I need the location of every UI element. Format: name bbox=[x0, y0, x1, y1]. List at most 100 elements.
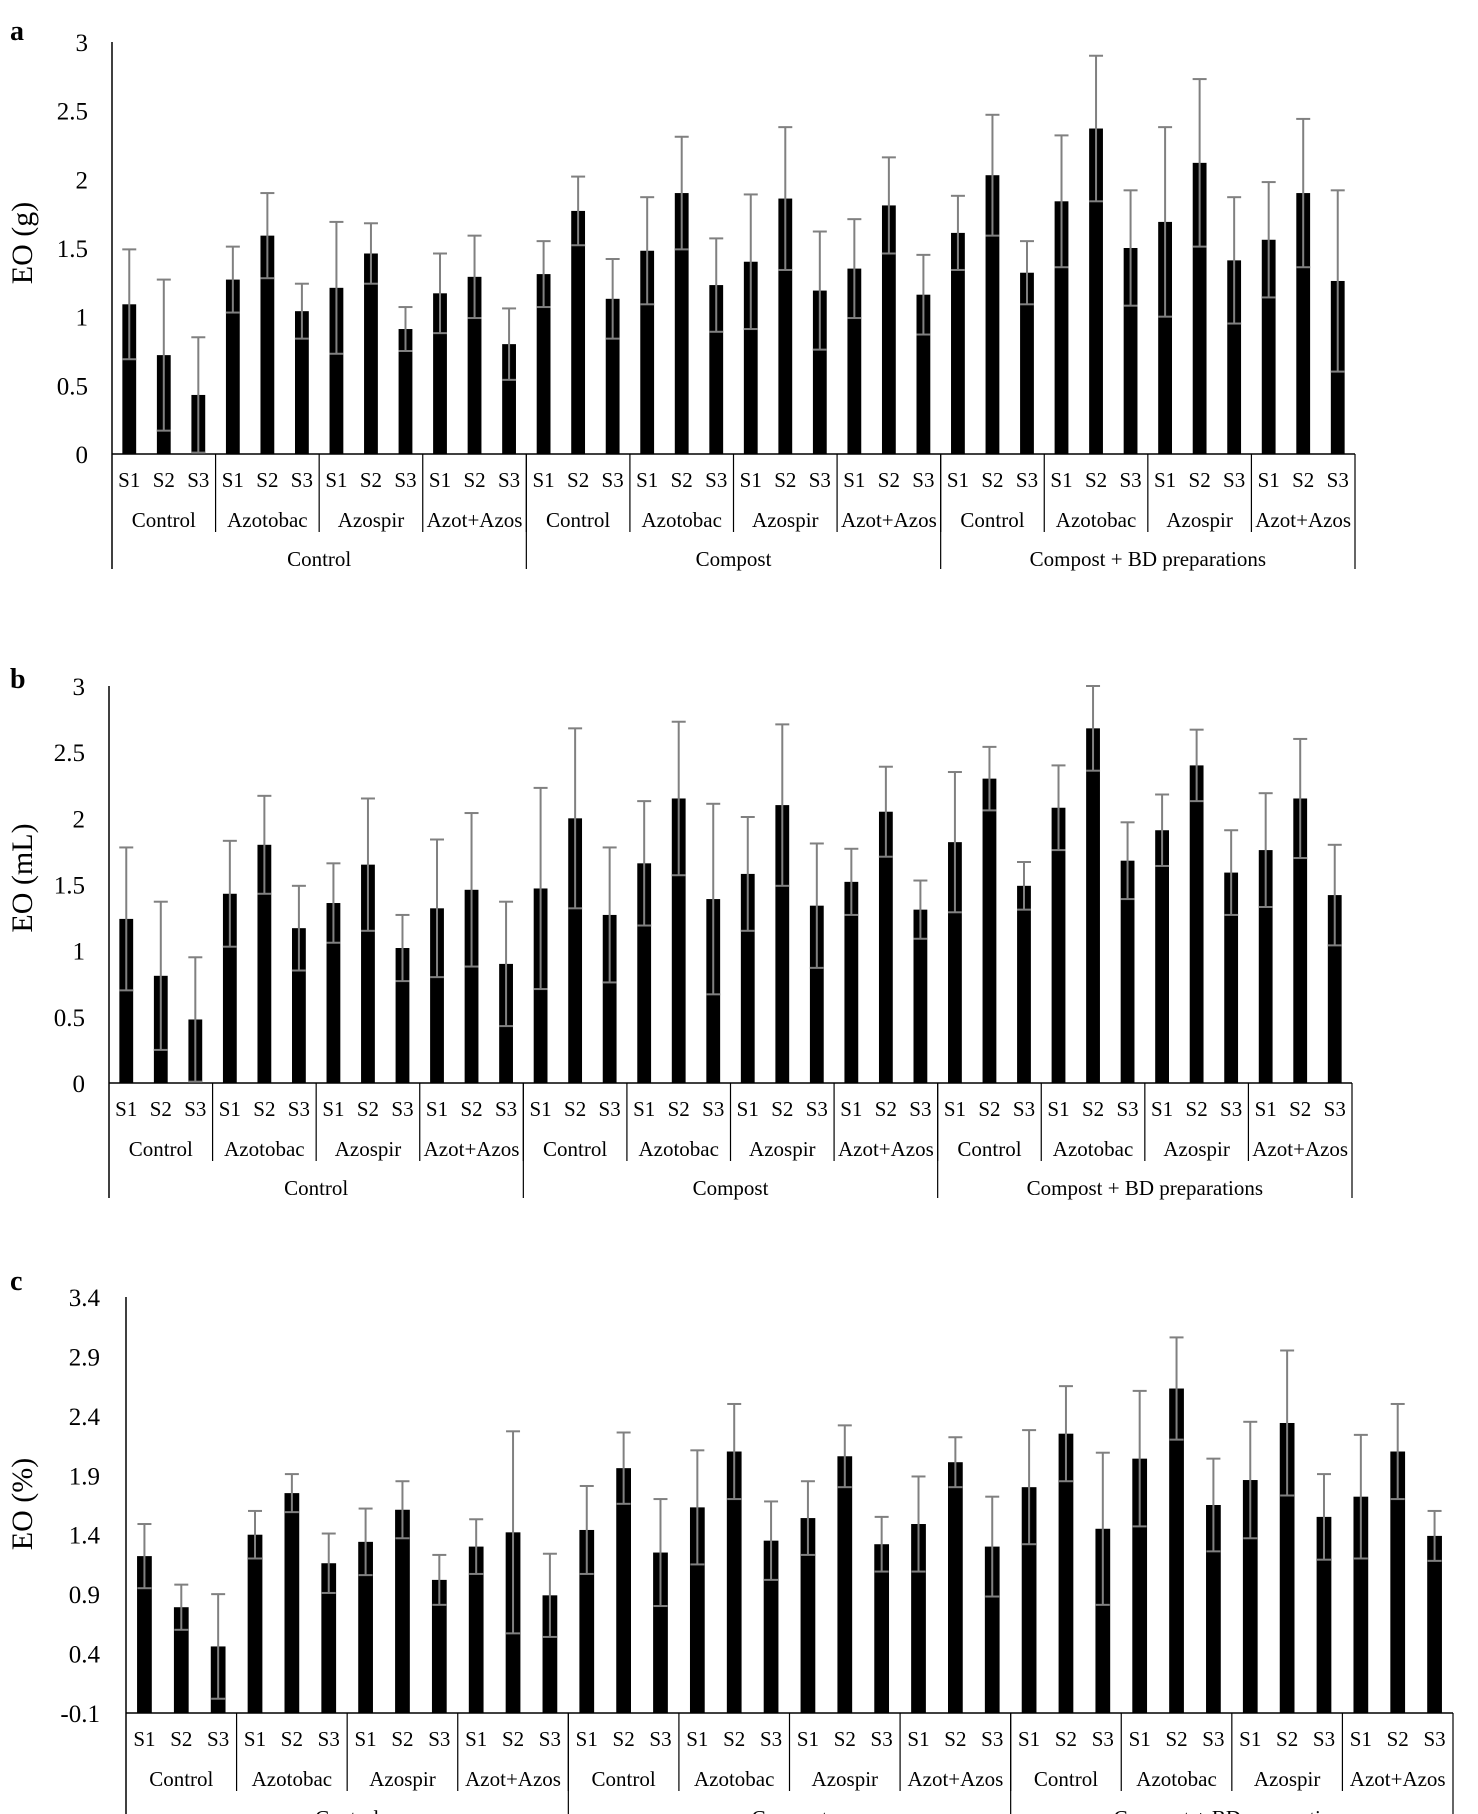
bar bbox=[1058, 1433, 1074, 1713]
x-tick-label: S3 bbox=[184, 1097, 206, 1121]
bar bbox=[260, 235, 275, 454]
bar bbox=[502, 344, 516, 454]
section-label: Compost bbox=[752, 1806, 828, 1814]
x-tick-label: S3 bbox=[394, 468, 416, 492]
group-label: Azospir bbox=[1254, 1767, 1321, 1791]
bar bbox=[430, 908, 444, 1083]
bar bbox=[119, 918, 134, 1083]
bar bbox=[247, 1534, 263, 1713]
group-label: Azospir bbox=[369, 1767, 436, 1791]
group-label: Azospir bbox=[812, 1767, 879, 1791]
y-tick-label: 1.5 bbox=[54, 873, 85, 900]
panel-b: b EO (mL) 0 0.5 1 1.5 2 2.5 3 S1 S2 S3 S1 S2 S3 S1 S2 S… bbox=[6, 664, 1353, 1200]
group-label: Azospir bbox=[335, 1137, 402, 1161]
bar bbox=[364, 253, 378, 454]
bar bbox=[775, 805, 790, 1083]
panel-letter: a bbox=[10, 16, 24, 47]
x-tick-label: S2 bbox=[1055, 1727, 1077, 1751]
x-tick-label: S1 bbox=[907, 1727, 929, 1751]
bar bbox=[1227, 260, 1242, 454]
x-tick-label: S1 bbox=[219, 1097, 241, 1121]
bar bbox=[602, 914, 617, 1083]
x-tick-label: S2 bbox=[150, 1097, 172, 1121]
bar bbox=[398, 329, 413, 454]
x-tick-label: S1 bbox=[1047, 1097, 1069, 1121]
bar bbox=[847, 268, 862, 454]
bar bbox=[1224, 872, 1239, 1083]
x-tick-label: S1 bbox=[1255, 1097, 1277, 1121]
x-tick-label: S3 bbox=[871, 1727, 893, 1751]
x-tick-label: S2 bbox=[567, 468, 589, 492]
plot-area: -0.1 0.4 0.9 1.4 1.9 2.4 2.9 3.4 S1 S2 S3 S1 S2 S3 S1 S… bbox=[60, 1285, 1454, 1814]
bar bbox=[431, 1579, 447, 1713]
bar bbox=[467, 276, 482, 454]
x-tick-label: S2 bbox=[834, 1727, 856, 1751]
y-tick-label: 0.5 bbox=[57, 373, 88, 400]
y-tick-label: 1.4 bbox=[69, 1523, 101, 1550]
x-tick-label: S1 bbox=[944, 1097, 966, 1121]
x-tick-label: S1 bbox=[797, 1727, 819, 1751]
y-tick-label: 2 bbox=[73, 806, 86, 833]
y-axis-label: EO (mL) bbox=[6, 823, 39, 932]
group-label: Azotobac bbox=[638, 1137, 718, 1161]
group-label: Control bbox=[543, 1137, 607, 1161]
x-tick-label: S2 bbox=[1289, 1097, 1311, 1121]
x-tick-label: S3 bbox=[291, 468, 313, 492]
x-tick-label: S3 bbox=[1313, 1727, 1335, 1751]
bar bbox=[1051, 807, 1066, 1083]
bar bbox=[1390, 1451, 1406, 1713]
y-tick-label: 2.5 bbox=[57, 99, 88, 126]
bar bbox=[542, 1595, 558, 1713]
x-tick-label: S2 bbox=[1085, 468, 1107, 492]
group-label: Azot+Azos bbox=[1350, 1767, 1446, 1791]
x-tick-label: S2 bbox=[170, 1727, 192, 1751]
bar bbox=[985, 175, 1000, 455]
x-tick-label: S3 bbox=[539, 1727, 561, 1751]
bar bbox=[874, 1544, 890, 1713]
x-tick-label: S2 bbox=[1082, 1097, 1104, 1121]
x-tick-label: S2 bbox=[1292, 468, 1314, 492]
group-label: Azospir bbox=[749, 1137, 816, 1161]
x-tick-label: S1 bbox=[843, 468, 865, 492]
x-tick-label: S3 bbox=[1092, 1727, 1114, 1751]
x-tick-label: S3 bbox=[1202, 1727, 1224, 1751]
x-tick-label: S2 bbox=[153, 468, 175, 492]
bar bbox=[948, 842, 962, 1083]
bar bbox=[844, 881, 859, 1083]
x-tick-label: S3 bbox=[602, 468, 624, 492]
bar bbox=[1020, 272, 1034, 454]
bar bbox=[568, 818, 583, 1083]
x-tick-label: S2 bbox=[774, 468, 796, 492]
y-tick-label: 1.9 bbox=[69, 1463, 100, 1490]
y-axis-label: EO (g) bbox=[6, 202, 39, 284]
x-tick-label: S1 bbox=[737, 1097, 759, 1121]
bar bbox=[812, 290, 827, 454]
x-tick-label: S3 bbox=[207, 1727, 229, 1751]
x-tick-label: S1 bbox=[1350, 1727, 1372, 1751]
group-label: Azotobac bbox=[252, 1767, 332, 1791]
bar bbox=[837, 1456, 853, 1713]
x-tick-label: S2 bbox=[460, 1097, 482, 1121]
x-tick-label: S2 bbox=[1387, 1727, 1409, 1751]
bar bbox=[536, 274, 551, 454]
bar bbox=[878, 811, 893, 1083]
x-tick-label: S1 bbox=[530, 1097, 552, 1121]
bar bbox=[321, 1563, 337, 1713]
group-label: Azot+Azos bbox=[465, 1767, 561, 1791]
group-label: Azot+Azos bbox=[841, 508, 937, 532]
group-label: Azotobac bbox=[694, 1767, 774, 1791]
group-label: Control bbox=[1034, 1767, 1098, 1791]
x-tick-label: S3 bbox=[391, 1097, 413, 1121]
bar bbox=[881, 205, 896, 454]
x-tick-label: S3 bbox=[702, 1097, 724, 1121]
x-tick-label: S2 bbox=[463, 468, 485, 492]
group-label: Azot+Azos bbox=[838, 1137, 934, 1161]
bar bbox=[1120, 860, 1135, 1083]
section-label: Compost + BD preparations bbox=[1030, 547, 1266, 571]
x-tick-label: S3 bbox=[806, 1097, 828, 1121]
y-tick-label: -0.1 bbox=[60, 1701, 100, 1728]
x-tick-label: S1 bbox=[636, 468, 658, 492]
group-label: Azospir bbox=[338, 508, 405, 532]
panel-c: c EO (%) -0.1 0.4 0.9 1.4 1.9 2.4 2.9 3.4 S1 S2 S3… bbox=[6, 1266, 1454, 1814]
